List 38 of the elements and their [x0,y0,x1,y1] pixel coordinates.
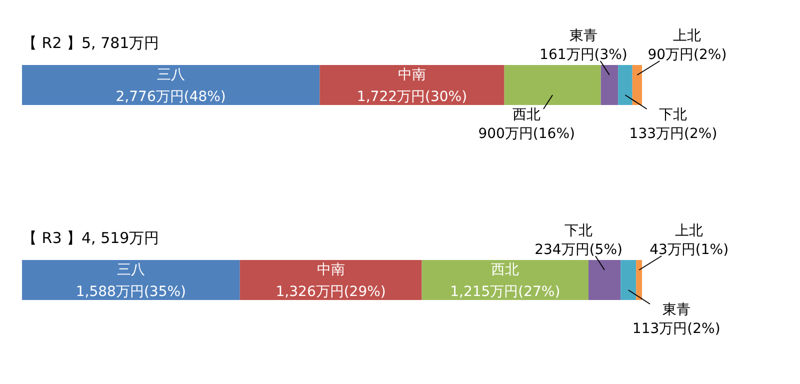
bar [422,260,588,300]
data-label: 1,326万円(29%) [276,284,386,300]
series-label: 下北 [659,107,688,123]
chart-title: 【 R2 】5, 781万円 [22,34,160,52]
data-label: 90万円(2%) [648,47,727,63]
data-label: 1,215万円(27%) [450,284,560,300]
data-label: 900万円(16%) [478,126,575,142]
data-label: 113万円(2%) [632,321,720,337]
bar [320,65,504,105]
series-label: 中南 [398,67,426,83]
data-label: 161万円(3%) [540,47,628,63]
data-label: 2,776万円(48%) [116,89,226,105]
series-label: 三八 [116,262,145,278]
text: 上北 [673,28,702,44]
series-label: 東青 [569,28,598,44]
chart-title: 【 R3 】4, 519万円 [22,229,160,247]
bar [636,260,642,300]
data-label: 43万円(1%) [650,242,729,258]
bar [504,65,601,105]
bar [22,260,240,300]
series-label: 西北 [512,107,541,123]
data-label: 1,588万円(35%) [76,284,186,300]
bar [620,260,636,300]
bar [632,65,642,105]
bar [618,65,632,105]
data-label: 133万円(2%) [629,126,718,142]
data-label: 1,722万円(30%) [356,89,468,105]
bar [600,65,618,105]
series-label: 中南 [316,262,345,278]
series-label: 下北 [564,223,593,239]
text: 上北 [675,223,704,239]
bar [22,65,320,105]
data-label: 234万円(5%) [534,242,622,258]
bar [588,260,621,300]
series-label: 東青 [662,302,690,318]
series-label: 西北 [491,262,520,278]
bar [240,260,422,300]
series-label: 三八 [156,67,185,83]
